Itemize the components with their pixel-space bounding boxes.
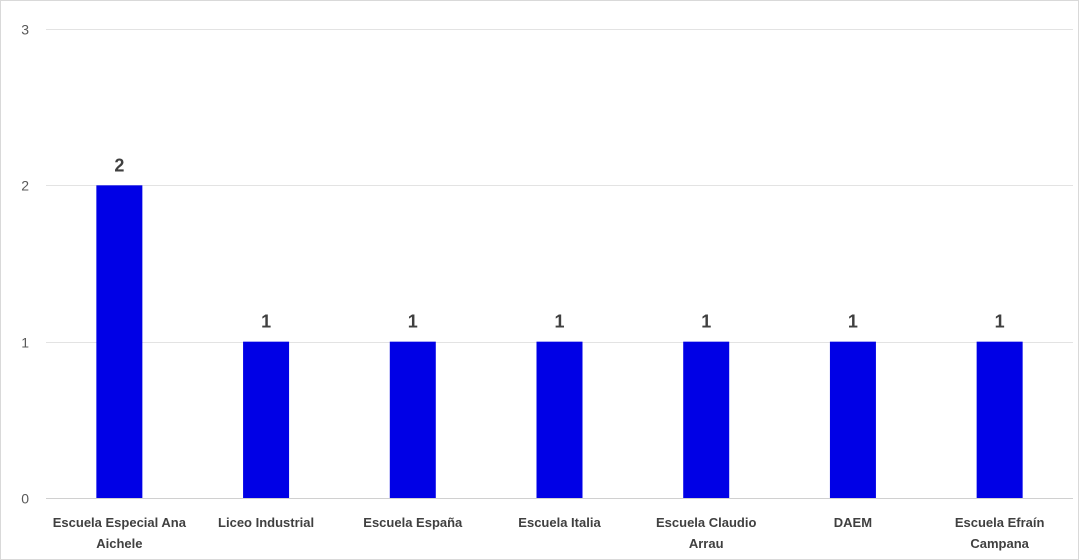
data-labels: 2 1 1 1 1 1 1 xyxy=(114,155,1004,331)
y-tick-label-0: 0 xyxy=(21,491,29,507)
data-label-7: 1 xyxy=(995,312,1005,332)
data-label-3: 1 xyxy=(408,312,418,332)
bar-5 xyxy=(683,341,730,498)
x-tick-label-7: Escuela Efraín Campana xyxy=(955,515,1045,551)
data-label-6: 1 xyxy=(848,312,858,332)
bar-6 xyxy=(829,341,876,498)
x-tick-label-6: DAEM xyxy=(834,515,872,530)
y-axis-ticks: 0 1 2 3 xyxy=(21,22,29,507)
data-label-2: 1 xyxy=(261,312,271,332)
bar-4 xyxy=(536,341,583,498)
y-tick-label-3: 3 xyxy=(21,22,29,38)
bar-3 xyxy=(389,341,436,498)
data-label-5: 1 xyxy=(701,312,711,332)
x-axis-ticks: Escuela Especial Ana Aichele Liceo Industr… xyxy=(53,515,1045,551)
bar-2 xyxy=(243,341,290,498)
bar-7 xyxy=(976,341,1023,498)
x-tick-label-2: Liceo Industrial xyxy=(218,515,314,530)
bars xyxy=(96,185,1023,499)
data-label-4: 1 xyxy=(554,312,564,332)
gridlines xyxy=(46,29,1073,499)
y-tick-label-2: 2 xyxy=(21,178,29,194)
x-tick-label-5: Escuela Claudio Arrau xyxy=(656,515,756,551)
x-tick-label-3: Escuela España xyxy=(363,515,463,530)
x-tick-label-1: Escuela Especial Ana Aichele xyxy=(53,515,187,551)
y-tick-label-1: 1 xyxy=(21,335,29,351)
x-tick-label-4: Escuela Italia xyxy=(518,515,601,530)
bar-1 xyxy=(96,185,143,499)
data-label-1: 2 xyxy=(114,155,124,175)
